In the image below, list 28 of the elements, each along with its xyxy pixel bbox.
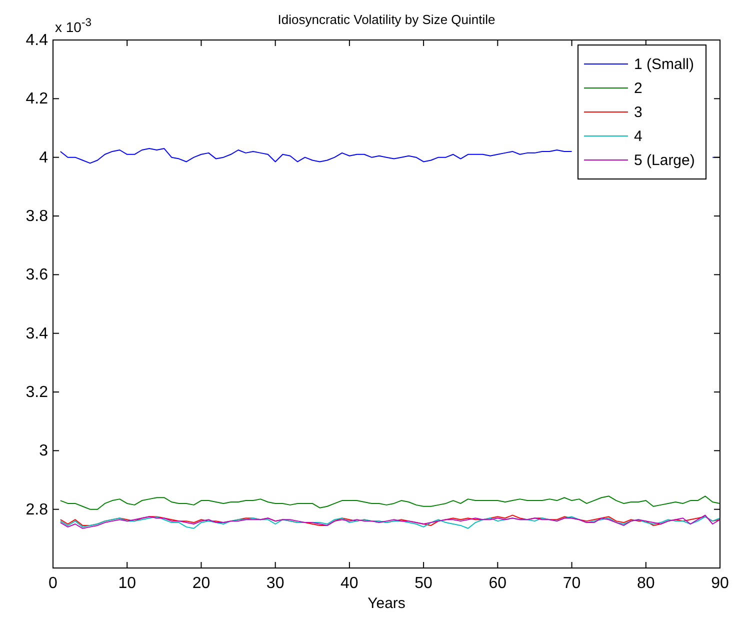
legend-label: 5 (Large) — [634, 152, 695, 169]
y-tick-label: 4.4 — [26, 32, 48, 49]
x-tick-label: 50 — [414, 575, 433, 592]
x-tick-label: 60 — [488, 575, 507, 592]
y-tick-label: 3.4 — [26, 325, 48, 342]
x-tick-label: 80 — [636, 575, 655, 592]
x-tick-label: 0 — [48, 575, 58, 592]
x-tick-label: 20 — [192, 575, 210, 592]
x-tick-label: 70 — [562, 575, 581, 592]
legend-label: 3 — [634, 104, 642, 121]
text: x 10$^{-3}$ — [55, 17, 92, 35]
y-tick-label: 3.6 — [26, 266, 48, 284]
y-tick-label: 4 — [39, 149, 48, 166]
x-tick-label: 90 — [711, 575, 729, 592]
y-tick-label: 2.8 — [26, 501, 48, 518]
y-tick-label: 4.2 — [26, 90, 48, 108]
x-tick-label: 30 — [266, 575, 284, 592]
legend-label: 4 — [634, 128, 642, 145]
y-tick-label: 3 — [39, 442, 48, 460]
x-tick-label: 10 — [118, 575, 136, 592]
legend-label: 1 (Small) — [634, 56, 694, 73]
x-tick-label: 40 — [340, 575, 358, 592]
line-series — [60, 496, 720, 510]
y-tick-label: 3.8 — [26, 208, 48, 225]
chart-title: Idiosyncratic Volatility by Size Quintile — [278, 12, 496, 27]
legend-label: 2 — [634, 80, 642, 97]
x-axis-title: Years — [368, 595, 406, 612]
y-tick-label: 3.2 — [26, 384, 48, 401]
